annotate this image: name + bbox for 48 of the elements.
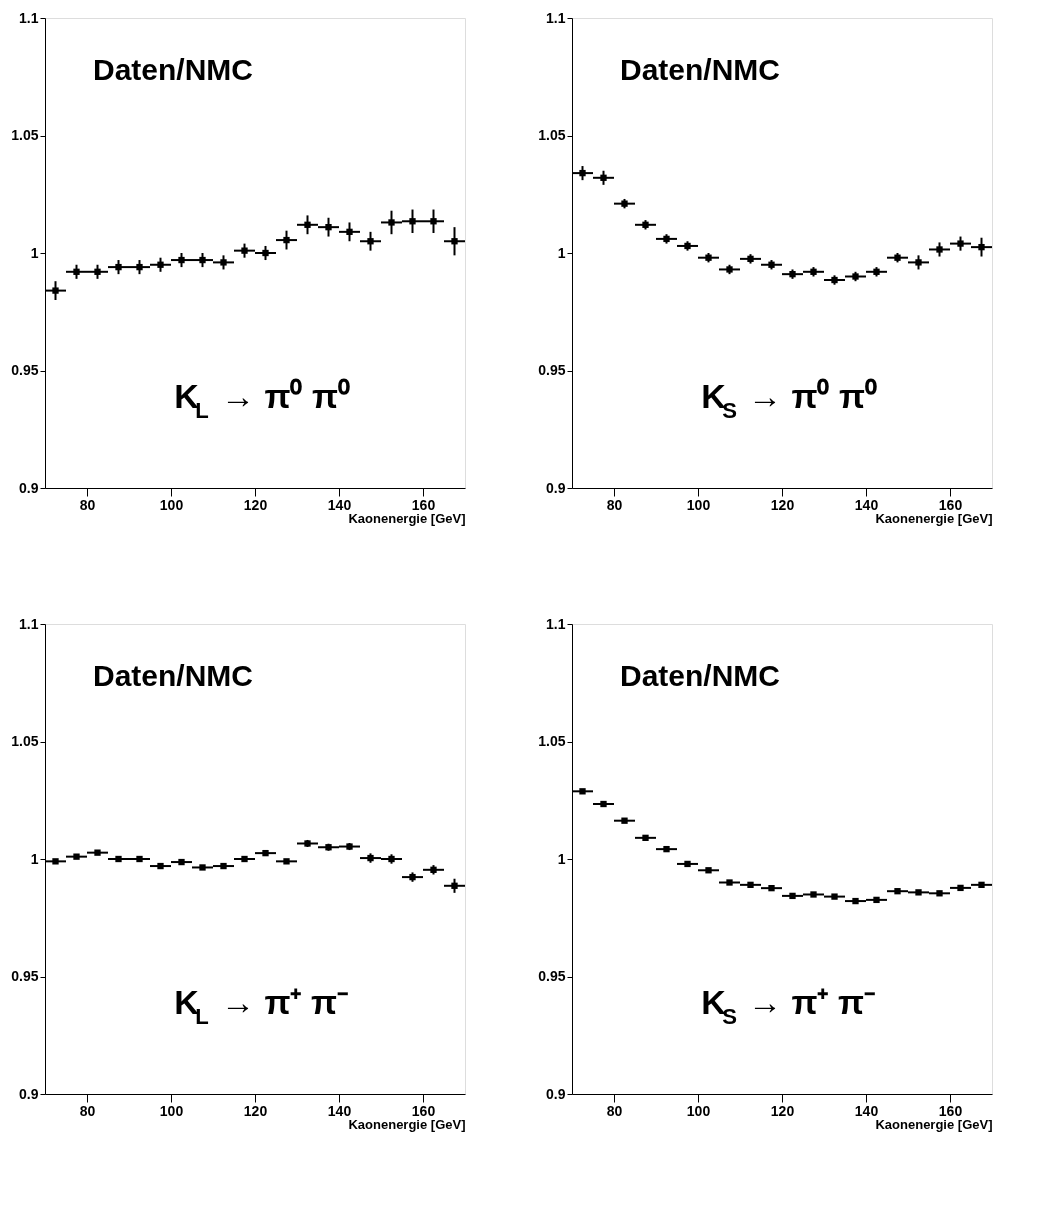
x-tick-label: 120 [243, 1102, 268, 1119]
x-tick-label: 140 [327, 496, 352, 513]
y-tick-label: 1 [30, 244, 39, 261]
y-tick-label: 0.9 [546, 479, 566, 496]
x-tick-label: 140 [327, 1102, 352, 1119]
x-tick-label: 160 [411, 496, 436, 513]
x-axis-title: Kaonenergie [GeV] [875, 1116, 993, 1132]
x-axis-title: Kaonenergie [GeV] [348, 1116, 466, 1132]
y-tick-label: 1.05 [11, 127, 39, 143]
y-tick-label: 1.05 [538, 733, 566, 749]
x-tick-label: 140 [854, 496, 879, 513]
y-tick-label: 1.05 [538, 127, 566, 143]
x-tick-label: 160 [411, 1102, 436, 1119]
y-tick-label: 0.95 [538, 968, 566, 984]
y-tick-label: 0.95 [538, 362, 566, 378]
x-tick-label: 120 [770, 1102, 795, 1119]
y-tick-label: 1 [557, 244, 566, 261]
x-tick-label: 120 [770, 496, 795, 513]
y-tick-label: 1.1 [19, 615, 39, 632]
x-tick-label: 100 [159, 496, 184, 513]
x-axis-title: Kaonenergie [GeV] [348, 510, 466, 526]
annotation: Daten/NMC [93, 659, 254, 692]
x-tick-label: 140 [854, 1102, 879, 1119]
y-tick-label: 0.9 [19, 479, 39, 496]
x-tick-label: 160 [938, 1102, 963, 1119]
y-tick-label: 1.1 [546, 615, 566, 632]
y-tick-label: 0.9 [19, 1085, 39, 1102]
x-tick-label: 80 [79, 496, 96, 513]
y-tick-label: 0.95 [11, 968, 39, 984]
annotation: Daten/NMC [93, 53, 254, 86]
y-tick-label: 0.95 [11, 362, 39, 378]
y-tick-label: 1.05 [11, 733, 39, 749]
y-tick-label: 1.1 [19, 9, 39, 26]
x-tick-label: 80 [606, 496, 623, 513]
x-tick-label: 100 [686, 1102, 711, 1119]
y-tick-label: 1 [557, 850, 566, 867]
x-tick-label: 160 [938, 496, 963, 513]
x-tick-label: 100 [159, 1102, 184, 1119]
x-tick-label: 120 [243, 496, 268, 513]
annotation: Daten/NMC [620, 659, 781, 692]
annotation: Daten/NMC [620, 53, 781, 86]
y-tick-label: 0.9 [546, 1085, 566, 1102]
x-tick-label: 80 [606, 1102, 623, 1119]
y-tick-label: 1 [30, 850, 39, 867]
x-tick-label: 100 [686, 496, 711, 513]
x-tick-label: 80 [79, 1102, 96, 1119]
x-axis-title: Kaonenergie [GeV] [875, 510, 993, 526]
y-tick-label: 1.1 [546, 9, 566, 26]
